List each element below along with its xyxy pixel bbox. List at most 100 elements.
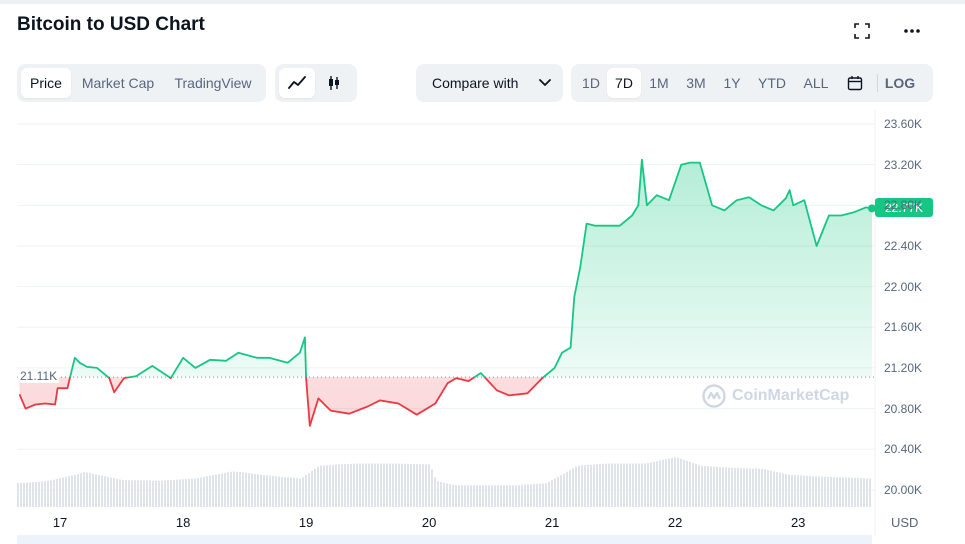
volume-bar: [686, 460, 688, 507]
volume-bar: [740, 468, 742, 507]
volume-bar: [308, 473, 310, 507]
volume-bar: [866, 478, 868, 507]
volume-bar: [737, 468, 739, 507]
volume-bar: [350, 463, 352, 507]
range-3m[interactable]: 3M: [686, 75, 706, 91]
currency-label: USD: [891, 515, 919, 530]
volume-bar: [860, 478, 862, 507]
volume-bar: [677, 457, 679, 507]
volume-bar: [509, 485, 511, 507]
volume-bar: [467, 485, 469, 507]
coinmarketcap-logo-icon: [702, 384, 726, 408]
log-toggle[interactable]: LOG: [884, 75, 916, 91]
volume-bar: [74, 474, 76, 507]
volume-bar: [23, 482, 25, 507]
volume-bar: [236, 471, 238, 507]
volume-bar: [206, 476, 208, 507]
volume-bar: [704, 465, 706, 507]
volume-bar: [383, 463, 385, 507]
candlestick-icon[interactable]: [315, 68, 353, 98]
volume-bar: [845, 477, 847, 507]
volume-bar: [140, 480, 142, 507]
volume-bar: [584, 465, 586, 507]
volume-bar: [626, 463, 628, 507]
y-tick-label: 20.80K: [884, 401, 923, 416]
range-7d[interactable]: 7D: [607, 68, 641, 98]
volume-bar: [839, 477, 841, 507]
volume-bar: [380, 463, 382, 507]
tab-market-cap[interactable]: Market Cap: [81, 75, 155, 91]
volume-bar: [116, 478, 118, 507]
volume-bar: [734, 467, 736, 507]
volume-bar: [530, 484, 532, 507]
volume-bar: [29, 482, 31, 507]
range-1d[interactable]: 1D: [582, 75, 600, 91]
volume-bar: [404, 463, 406, 507]
volume-bar: [329, 465, 331, 507]
volume-bar: [278, 476, 280, 507]
volume-bar: [488, 485, 490, 507]
volume-bar: [818, 476, 820, 507]
volume-bar: [311, 470, 313, 507]
volume-bar: [524, 484, 526, 507]
volume-bar: [767, 470, 769, 507]
volume-bar: [593, 464, 595, 507]
volume-bar: [764, 469, 766, 507]
volume-bar: [539, 483, 541, 507]
volume-bar: [635, 463, 637, 507]
volume-bar: [71, 475, 73, 507]
range-1m[interactable]: 1M: [649, 75, 669, 91]
volume-bar: [344, 464, 346, 507]
top-divider: [0, 0, 965, 4]
volume-bar: [284, 477, 286, 507]
price-area-up: [19, 159, 872, 378]
y-tick-label: 22.40K: [884, 238, 923, 253]
range-ytd[interactable]: YTD: [758, 75, 786, 91]
volume-bar: [758, 468, 760, 507]
volume-bar: [575, 466, 577, 507]
volume-bar: [263, 474, 265, 507]
more-options-icon[interactable]: [900, 20, 924, 42]
volume-bar: [41, 481, 43, 507]
volume-bar: [101, 475, 103, 507]
volume-bar: [395, 463, 397, 507]
compare-with-dropdown[interactable]: Compare with: [416, 64, 563, 102]
volume-bar: [647, 462, 649, 507]
volume-bar: [365, 463, 367, 507]
current-price-tag: 22.77K: [875, 198, 933, 218]
volume-bar: [710, 466, 712, 507]
volume-bar: [77, 474, 79, 507]
volume-bar: [359, 463, 361, 507]
volume-bar: [494, 485, 496, 507]
volume-bar: [227, 472, 229, 507]
volume-bar: [455, 485, 457, 507]
volume-bar: [785, 474, 787, 507]
tab-price[interactable]: Price: [21, 68, 71, 98]
volume-bar: [599, 464, 601, 507]
last-price-dot: [868, 204, 876, 213]
price-chart: [17, 110, 876, 535]
volume-bar: [362, 463, 364, 507]
volume-bar: [89, 473, 91, 507]
volume-bar: [581, 465, 583, 507]
calendar-icon[interactable]: [837, 68, 873, 98]
volume-bar: [155, 480, 157, 507]
volume-bar: [518, 485, 520, 507]
volume-bar: [569, 470, 571, 507]
price-area-down: [19, 377, 544, 426]
y-tick-label: 22.00K: [884, 279, 923, 294]
tab-tradingview[interactable]: TradingView: [174, 75, 252, 91]
volume-bar: [653, 461, 655, 507]
volume-bar: [437, 481, 439, 507]
range-all[interactable]: ALL: [803, 75, 829, 91]
volume-bar: [587, 464, 589, 507]
volume-bar: [80, 473, 82, 507]
volume-bar: [464, 485, 466, 507]
x-tick-label: 21: [544, 515, 560, 530]
range-1y[interactable]: 1Y: [723, 75, 741, 91]
x-tick-label: 18: [175, 515, 191, 530]
volume-bar: [533, 484, 535, 507]
fullscreen-icon[interactable]: [850, 20, 874, 42]
line-chart-icon[interactable]: [279, 68, 315, 98]
volume-bar: [506, 485, 508, 507]
